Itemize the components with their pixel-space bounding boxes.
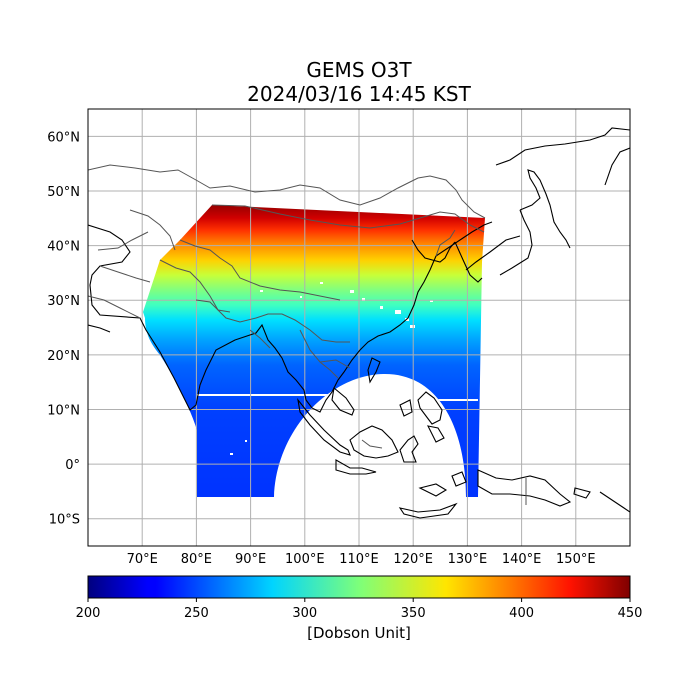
lat-tick-label: 60°N bbox=[47, 130, 80, 145]
lon-tick-label: 90°E bbox=[235, 552, 266, 567]
longitude-labels: 70°E 80°E 90°E 100°E 110°E 120°E 130°E 140°E 150… bbox=[127, 552, 596, 567]
map-frame bbox=[87, 108, 631, 547]
lat-tick-label: 0° bbox=[65, 458, 80, 473]
colorbar-tick-label: 400 bbox=[509, 606, 534, 621]
colorbar-label: [Dobson Unit] bbox=[307, 624, 411, 642]
map-subtitle: 2024/03/16 14:45 KST bbox=[247, 82, 471, 106]
latitude-labels: 60°N 50°N 40°N 30°N 20°N 10°N 0° 10°S bbox=[47, 130, 80, 527]
colorbar-tick-label: 350 bbox=[401, 606, 426, 621]
colorbar-tick-label: 250 bbox=[184, 606, 209, 621]
lon-tick-label: 70°E bbox=[127, 552, 158, 567]
lat-tick-label: 10°S bbox=[49, 513, 80, 528]
lon-tick-label: 150°E bbox=[556, 552, 596, 567]
lat-tick-label: 50°N bbox=[47, 185, 80, 200]
colorbar-tick-label: 200 bbox=[76, 606, 101, 621]
colorbar-tick-label: 300 bbox=[292, 606, 317, 621]
lat-tick-label: 10°N bbox=[47, 403, 80, 418]
lon-tick-label: 80°E bbox=[181, 552, 212, 567]
lon-tick-label: 140°E bbox=[502, 552, 542, 567]
colorbar-tick-label: 450 bbox=[618, 606, 643, 621]
lon-tick-label: 120°E bbox=[393, 552, 433, 567]
colorbar bbox=[87, 575, 631, 599]
lon-tick-label: 110°E bbox=[339, 552, 379, 567]
country-borders bbox=[88, 164, 527, 505]
colorbar-ticks: 200 250 300 350 400 450 bbox=[76, 598, 643, 621]
lat-tick-label: 30°N bbox=[47, 294, 80, 309]
map-gridlines bbox=[88, 109, 630, 546]
lat-tick-label: 20°N bbox=[47, 349, 80, 364]
lon-tick-label: 130°E bbox=[448, 552, 488, 567]
coastlines bbox=[88, 127, 630, 519]
lon-tick-label: 100°E bbox=[285, 552, 325, 567]
map-title: GEMS O3T bbox=[306, 58, 412, 82]
lat-tick-label: 40°N bbox=[47, 240, 80, 255]
